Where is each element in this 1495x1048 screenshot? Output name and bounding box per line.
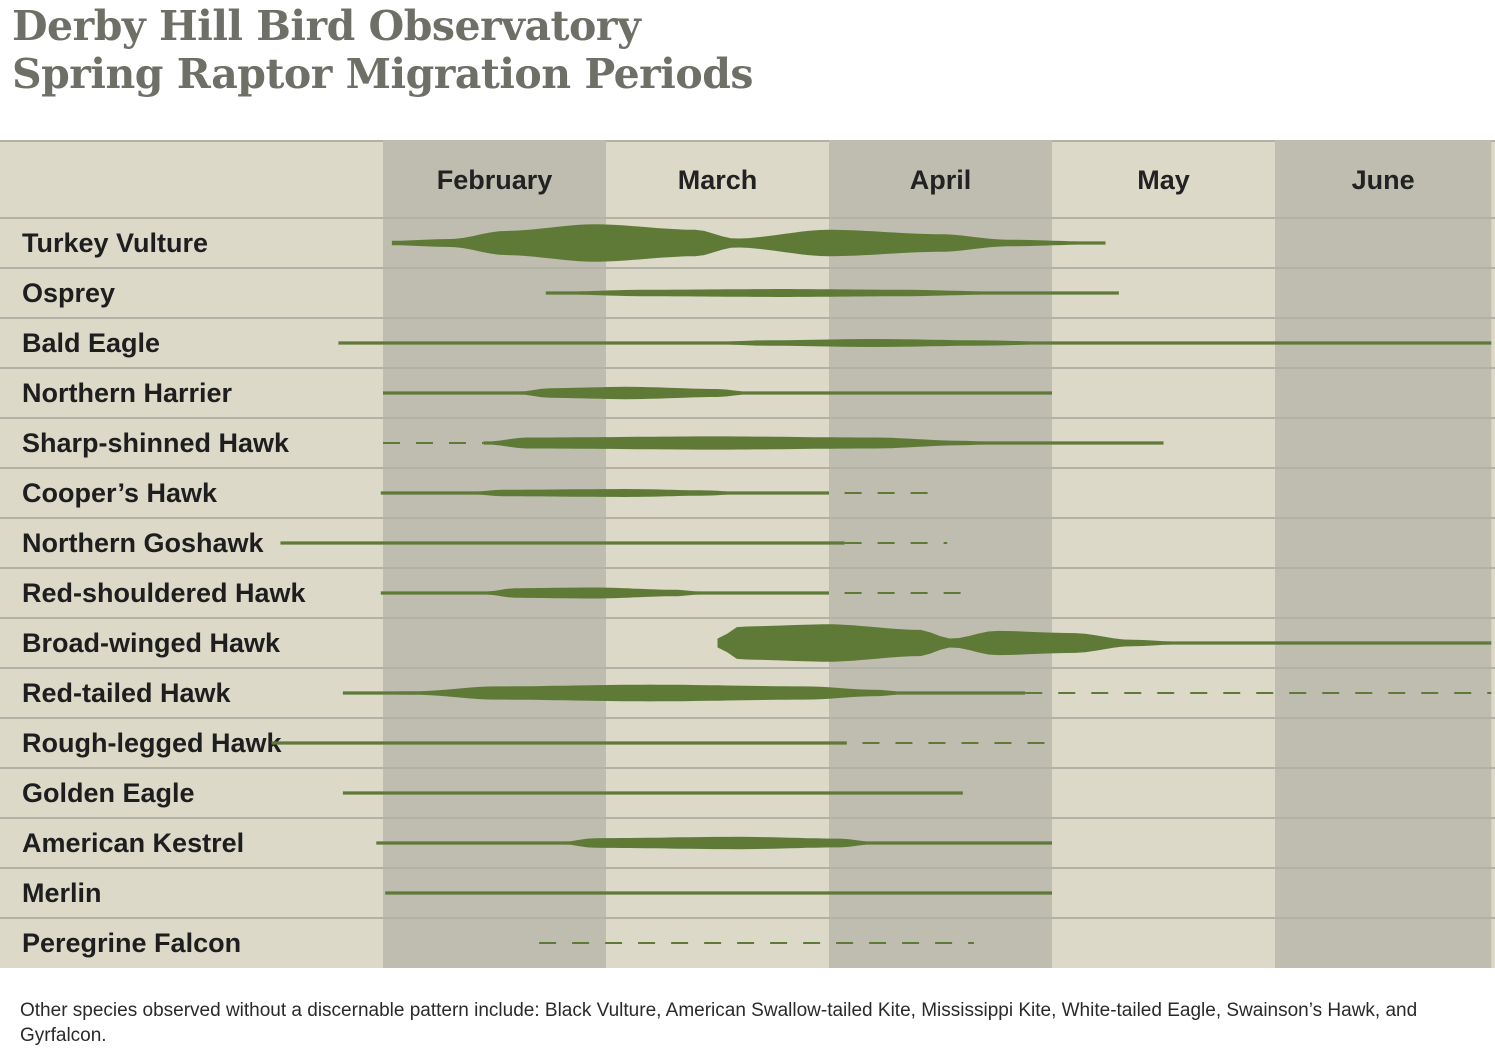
chart-title: Derby Hill Bird Observatory Spring Rapto… — [12, 2, 753, 98]
month-label-february: February — [437, 165, 553, 195]
month-headers: February March April May June — [437, 165, 1415, 195]
row-gridlines — [0, 217, 1495, 919]
band-cooper-s-hawk — [380, 489, 934, 497]
band-golden-eagle — [342, 791, 963, 795]
species-label-cooper-s-hawk: Cooper’s Hawk — [22, 478, 218, 508]
band-shape-cooper-s-hawk — [380, 489, 829, 497]
band-broad-winged-hawk — [717, 624, 1492, 662]
species-labels: Turkey Vulture Osprey Bald Eagle Northern H… — [22, 228, 307, 958]
band-bald-eagle — [338, 339, 1492, 347]
migration-bands — [271, 224, 1492, 944]
band-turkey-vulture — [391, 224, 1106, 262]
band-american-kestrel — [376, 836, 1052, 850]
band-shape-merlin — [385, 891, 1052, 895]
species-label-northern-goshawk: Northern Goshawk — [22, 528, 265, 558]
species-label-turkey-vulture: Turkey Vulture — [22, 228, 208, 258]
band-rough-legged-hawk — [271, 741, 1052, 745]
species-label-osprey: Osprey — [22, 278, 115, 308]
species-label-bald-eagle: Bald Eagle — [22, 328, 160, 358]
footnote: Other species observed without a discern… — [20, 1000, 1418, 1046]
month-shade-april — [829, 140, 1052, 968]
band-shape-rough-legged-hawk — [271, 741, 847, 745]
band-shape-northern-goshawk — [280, 541, 845, 545]
chart-area — [0, 140, 1495, 968]
band-northern-harrier — [383, 386, 1052, 400]
species-label-golden-eagle: Golden Eagle — [22, 778, 195, 808]
month-label-june: June — [1352, 165, 1415, 195]
species-label-merlin: Merlin — [22, 878, 102, 908]
species-label-peregrine-falcon: Peregrine Falcon — [22, 928, 241, 958]
month-label-april: April — [910, 165, 972, 195]
band-osprey — [545, 289, 1119, 297]
month-label-may: May — [1137, 165, 1190, 195]
band-shape-red-tailed-hawk — [342, 684, 1026, 702]
band-shape-golden-eagle — [342, 791, 963, 795]
band-shape-sharp-shinned-hawk — [483, 436, 1164, 450]
chart-title-line-1: Derby Hill Bird Observatory — [12, 2, 641, 50]
month-label-march: March — [678, 165, 758, 195]
band-merlin — [385, 891, 1052, 895]
band-shape-red-shouldered-hawk — [380, 587, 829, 599]
band-red-shouldered-hawk — [380, 587, 963, 599]
band-sharp-shinned-hawk — [383, 436, 1164, 450]
band-northern-goshawk — [280, 541, 948, 545]
month-shade-june — [1275, 140, 1492, 968]
band-shape-osprey — [545, 289, 1119, 297]
species-label-northern-harrier: Northern Harrier — [22, 378, 233, 408]
band-shape-bald-eagle — [338, 339, 1492, 347]
band-shape-american-kestrel — [376, 836, 1052, 850]
chart-title-line-2: Spring Raptor Migration Periods — [12, 50, 753, 98]
species-label-sharp-shinned-hawk: Sharp-shinned Hawk — [22, 428, 290, 458]
band-red-tailed-hawk — [342, 684, 1492, 702]
species-label-red-tailed-hawk: Red-tailed Hawk — [22, 678, 232, 708]
band-shape-turkey-vulture — [391, 224, 1106, 262]
band-shape-northern-harrier — [383, 386, 1052, 400]
species-label-broad-winged-hawk: Broad-winged Hawk — [22, 628, 281, 658]
species-label-red-shouldered-hawk: Red-shouldered Hawk — [22, 578, 307, 608]
species-label-rough-legged-hawk: Rough-legged Hawk — [22, 728, 282, 758]
month-shade-february — [383, 140, 606, 968]
chart-background — [0, 140, 1495, 968]
band-shape-broad-winged-hawk — [717, 624, 1492, 662]
species-label-american-kestrel: American Kestrel — [22, 828, 244, 858]
